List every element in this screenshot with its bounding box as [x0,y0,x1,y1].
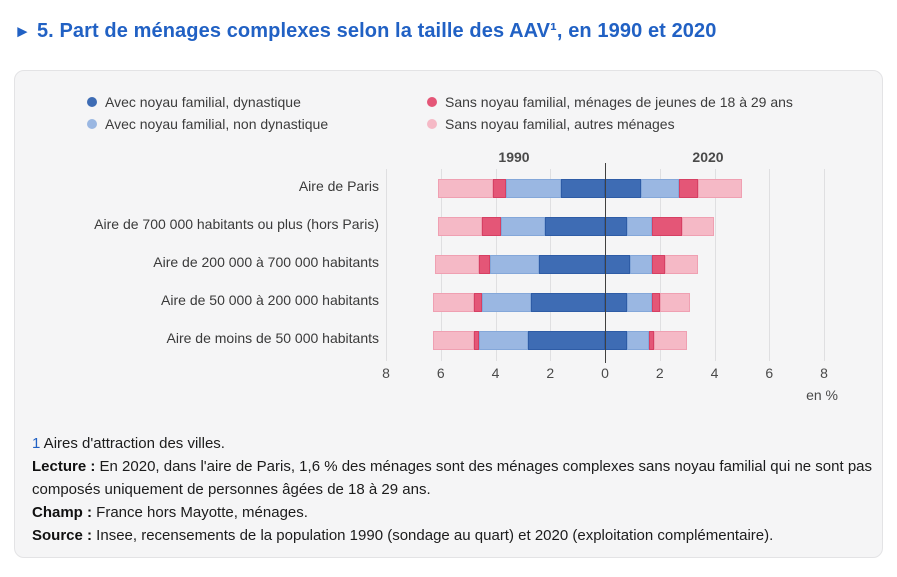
bar-segment-2020-series1 [626,330,649,350]
bar-segment-2020-series1 [640,178,679,198]
note-champ-label: Champ : [32,504,92,521]
bar-segment-2020-series2 [678,178,699,198]
axis-tick-label: 6 [436,365,445,381]
bar-segment-1990-series3 [438,216,482,236]
category-label: Aire de moins de 50 000 habitants [166,330,379,346]
legend-item-dynastique: Avec noyau familial, dynastique [87,94,427,110]
category-label: Aire de Paris [298,178,379,194]
plot-area: 1990 2020 [386,149,825,363]
axis-tick-label: 4 [710,365,719,381]
bar-segment-1990-series0 [539,254,605,274]
category-label: Aire de 50 000 à 200 000 habitants [161,292,379,308]
group-label-2020: 2020 [692,149,724,165]
bar-segment-1990-series3 [435,254,480,274]
gridline [769,169,771,361]
bar-segment-2020-series3 [659,292,690,312]
legend-label: Avec noyau familial, dynastique [105,94,301,110]
note-lecture-text: En 2020, dans l'aire de Paris, 1,6 % des… [32,458,873,498]
bar-segment-1990-series1 [500,216,545,236]
bar-segment-2020-series0 [605,216,627,236]
bar-segment-1990-series0 [544,216,605,236]
group-label-1990: 1990 [498,149,530,165]
bar-segment-1990-series0 [528,330,605,350]
row-labels: Aire de Paris Aire de 700 000 habitants o… [15,169,379,361]
bar-segment-2020-series2 [651,216,682,236]
figure-card: Avec noyau familial, dynastique Avec noy… [14,70,883,558]
legend-dot-icon [87,119,97,129]
note-champ-text: France hors Mayotte, ménages. [92,504,308,521]
gridline [824,169,825,361]
bar-segment-2020-series2 [648,330,655,350]
bar-segment-1990-series0 [561,178,605,198]
bar-segment-2020-series2 [651,254,666,274]
bar-segment-2020-series0 [605,292,627,312]
note-lecture-label: Lecture : [32,458,96,475]
footnote-aav: 1 Aires d'attraction des villes. [32,432,877,455]
legend-dot-icon [87,97,97,107]
legend-item-non-dynastique: Avec noyau familial, non dynastique [87,116,427,132]
footnote-text: Aires d'attraction des villes. [40,435,225,452]
bar-segment-2020-series3 [665,254,699,274]
bar-segment-2020-series0 [605,330,627,350]
bar-segment-2020-series3 [698,178,742,198]
bar-segment-2020-series3 [681,216,715,236]
note-lecture: Lecture : En 2020, dans l'aire de Paris,… [32,455,877,501]
zero-axis-line [605,163,606,363]
gridline [386,169,387,361]
axis-ticks: 8 6 4 2 0 2 4 6 8 [382,365,828,383]
legend-item-autres-menages: Sans noyau familial, autres ménages [427,116,862,132]
bar-segment-1990-series2 [473,292,482,312]
bar-segment-1990-series0 [531,292,605,312]
category-label: Aire de 700 000 habitants ou plus (hors … [94,216,379,232]
gridline [714,169,716,361]
category-label: Aire de 200 000 à 700 000 habitants [153,254,379,270]
legend-label: Sans noyau familial, autres ménages [445,116,675,132]
bar-segment-2020-series0 [605,254,630,274]
axis-unit-label: en % [806,387,838,403]
legend-label: Sans noyau familial, ménages de jeunes d… [445,94,793,110]
figure-title: ► 5. Part de ménages complexes selon la t… [14,20,716,43]
bar-segment-1990-series2 [479,254,490,274]
bar-segment-1990-series1 [506,178,562,198]
footnote-marker: 1 [32,435,41,452]
axis-tick-label: 4 [491,365,500,381]
axis-tick-label: 6 [765,365,774,381]
axis-tick-label: 8 [382,365,390,381]
bar-segment-1990-series1 [479,330,529,350]
bar-segment-1990-series2 [473,330,480,350]
note-source: Source : Insee, recensements de la popul… [32,524,877,547]
bar-segment-1990-series3 [432,330,474,350]
bar-segment-1990-series2 [492,178,507,198]
chart-legend: Avec noyau familial, dynastique Avec noy… [87,91,862,135]
bar-segment-2020-series0 [605,178,641,198]
bar-segment-1990-series1 [481,292,532,312]
bar-segment-2020-series1 [629,254,652,274]
note-source-text: Insee, recensements de la population 199… [92,527,774,544]
bar-segment-1990-series3 [432,292,474,312]
bar-segment-2020-series1 [626,216,652,236]
bar-segment-1990-series2 [481,216,501,236]
bar-segment-2020-series3 [654,330,688,350]
figure-notes: 1 Aires d'attraction des villes. Lecture… [32,432,877,547]
note-source-label: Source : [32,527,93,544]
axis-tick-label: 2 [655,365,664,381]
bar-segment-2020-series1 [626,292,652,312]
axis-tick-label: 2 [546,365,555,381]
axis-tick-label: 8 [820,365,828,381]
bar-segment-2020-series2 [651,292,660,312]
note-champ: Champ : France hors Mayotte, ménages. [32,501,877,524]
legend-dot-icon [427,97,437,107]
figure-title-text: 5. Part de ménages complexes selon la ta… [36,20,717,42]
arrow-bullet-icon: ► [14,22,31,41]
legend-dot-icon [427,119,437,129]
bar-segment-1990-series3 [438,178,493,198]
legend-label: Avec noyau familial, non dynastique [105,116,329,132]
legend-item-jeunes: Sans noyau familial, ménages de jeunes d… [427,94,862,110]
axis-tick-label: 0 [601,365,609,381]
bar-segment-1990-series1 [490,254,540,274]
